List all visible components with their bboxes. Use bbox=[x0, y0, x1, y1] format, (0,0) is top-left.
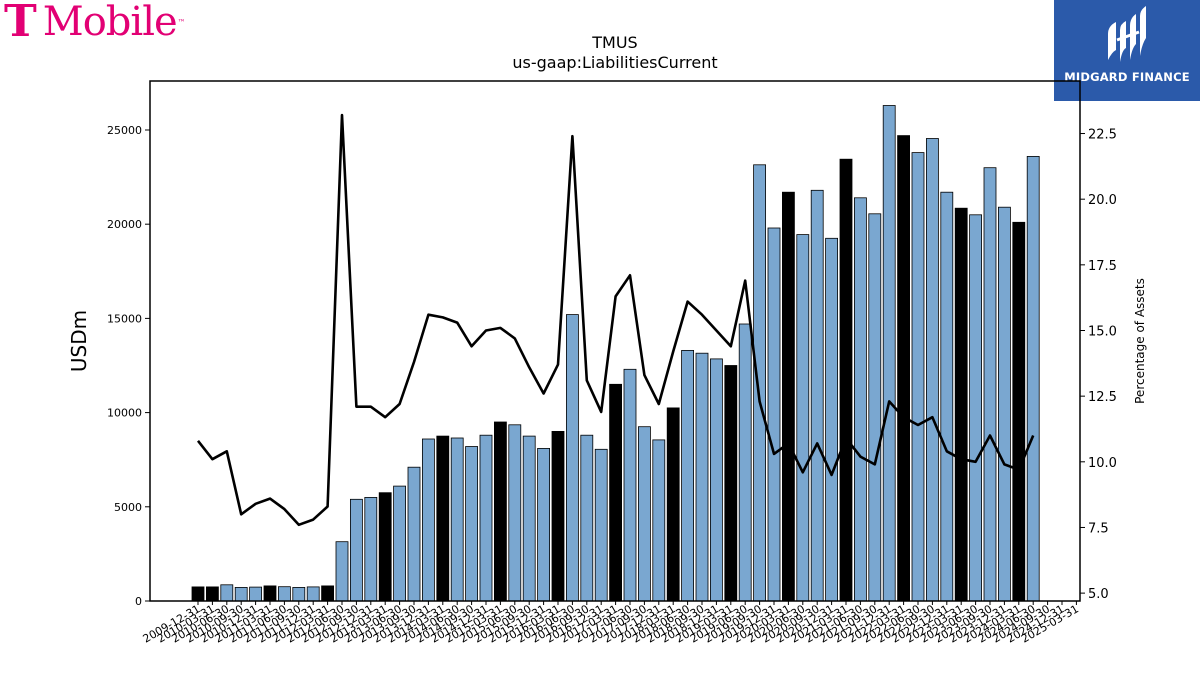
bar-2023-03-31 bbox=[954, 207, 968, 602]
bar-2019-12-31 bbox=[767, 227, 781, 602]
bar-2019-09-30 bbox=[753, 164, 766, 602]
bar-2020-03-31 bbox=[782, 191, 795, 602]
bar-2015-06-30 bbox=[508, 424, 522, 602]
bar-2013-06-30 bbox=[393, 485, 407, 602]
bar-2014-12-31 bbox=[479, 434, 493, 602]
bar-2015-09-30 bbox=[522, 435, 536, 602]
bar-2010-06-30 bbox=[220, 584, 234, 602]
bar-2021-12-31 bbox=[882, 105, 896, 602]
y-tick-label: 25000 bbox=[107, 124, 142, 137]
bar-2016-09-30 bbox=[580, 434, 594, 602]
y2-tick-label: 20.0 bbox=[1088, 193, 1117, 208]
bar-2023-06-30 bbox=[969, 214, 982, 602]
trademark-symbol: ™ bbox=[177, 17, 186, 27]
bar-2017-12-31 bbox=[652, 439, 666, 602]
bar-2017-09-30 bbox=[638, 426, 651, 602]
bar-2019-06-30 bbox=[738, 323, 752, 602]
y-tick-label: 15000 bbox=[107, 312, 142, 325]
bar-2020-06-30 bbox=[796, 234, 810, 602]
y2-axis-ticks: 5.0 7.5 10.0 12.5 15.0 17.5 20.0 22.5 bbox=[1080, 128, 1117, 602]
y-tick-label: 10000 bbox=[107, 407, 142, 420]
bar-series bbox=[191, 105, 1040, 602]
bar-2011-12-31 bbox=[306, 586, 320, 602]
bar-2013-09-30 bbox=[407, 466, 421, 602]
bar-2020-09-30 bbox=[810, 189, 824, 602]
bar-2014-06-30 bbox=[450, 437, 464, 602]
brand-name: Mobile bbox=[42, 0, 178, 45]
bar-2020-12-31 bbox=[825, 237, 838, 602]
bar-2009-12-31 bbox=[191, 586, 205, 602]
y2-tick-label: 10.0 bbox=[1088, 456, 1117, 471]
bar-2021-06-30 bbox=[854, 197, 867, 602]
bar-2023-12-31 bbox=[998, 206, 1011, 602]
y2-tick-label: 12.5 bbox=[1088, 390, 1117, 405]
bar-2016-03-31 bbox=[551, 430, 565, 602]
bar-2013-03-31 bbox=[378, 492, 392, 602]
y2-axis-label: Percentage of Assets bbox=[1133, 278, 1147, 404]
y-tick-label: 5000 bbox=[114, 501, 142, 514]
midgard-finance-name: MIDGARD FINANCE bbox=[1064, 70, 1190, 84]
chart-title: TMUS bbox=[591, 33, 637, 52]
y-axis-ticks: 0 5000 10000 15000 20000 25000 bbox=[107, 124, 150, 608]
bar-2016-12-31 bbox=[594, 448, 608, 602]
bar-2022-09-30 bbox=[926, 138, 939, 602]
bar-2022-06-30 bbox=[911, 152, 925, 602]
bar-2012-03-31 bbox=[321, 585, 335, 602]
bar-2018-12-31 bbox=[710, 358, 723, 602]
y2-tick-label: 7.5 bbox=[1088, 521, 1109, 536]
y-tick-label: 20000 bbox=[107, 218, 142, 231]
chart-subtitle: us-gaap:LiabilitiesCurrent bbox=[512, 53, 717, 72]
bar-2022-12-31 bbox=[940, 191, 954, 602]
bar-2018-03-31 bbox=[666, 407, 680, 602]
bar-2014-03-31 bbox=[436, 435, 450, 602]
bar-2010-12-31 bbox=[249, 586, 263, 602]
bar-2010-09-30 bbox=[234, 587, 248, 602]
bar-2018-09-30 bbox=[695, 352, 709, 602]
bar-2017-06-30 bbox=[623, 368, 637, 602]
bar-2011-06-30 bbox=[277, 586, 291, 602]
y2-tick-label: 17.5 bbox=[1088, 259, 1117, 274]
plot-frame bbox=[149, 80, 1081, 602]
bar-2013-12-31 bbox=[421, 438, 435, 602]
bar-2011-09-30 bbox=[292, 587, 306, 602]
bar-2019-03-31 bbox=[724, 365, 738, 602]
bar-2023-09-30 bbox=[983, 167, 997, 602]
y2-tick-label: 15.0 bbox=[1088, 324, 1117, 339]
bar-2021-09-30 bbox=[868, 213, 882, 602]
bar-2014-09-30 bbox=[465, 446, 479, 602]
y2-tick-label: 22.5 bbox=[1088, 128, 1117, 143]
bar-2018-06-30 bbox=[681, 349, 694, 602]
midgard-finance-logo: MIDGARD FINANCE bbox=[1054, 0, 1200, 101]
percentage-line bbox=[196, 113, 1035, 527]
y2-tick-label: 5.0 bbox=[1088, 587, 1109, 602]
bar-2017-03-31 bbox=[609, 383, 622, 602]
bar-2012-09-30 bbox=[349, 498, 363, 602]
bar-2010-03-31 bbox=[205, 586, 219, 602]
x-axis-ticks: 2009-12-312010-03-312010-06-302010-09-30… bbox=[141, 601, 1081, 646]
bar-2016-06-30 bbox=[566, 314, 579, 602]
midgard-emblem-icon bbox=[1108, 6, 1146, 62]
line-series bbox=[196, 113, 1035, 527]
bar-2012-06-30 bbox=[335, 541, 349, 602]
bar-2021-03-31 bbox=[839, 158, 853, 602]
bar-2022-03-31 bbox=[897, 135, 910, 602]
bar-2012-12-31 bbox=[364, 496, 378, 602]
y-tick-label: 0 bbox=[135, 595, 142, 608]
bar-2024-03-31 bbox=[1012, 221, 1026, 602]
bar-2024-06-30 bbox=[1026, 155, 1040, 602]
tmobile-logo: T Mobile ™ bbox=[4, 0, 186, 44]
bar-2015-03-31 bbox=[493, 421, 507, 602]
y-axis-label: USDm bbox=[67, 310, 91, 372]
bar-2015-12-31 bbox=[537, 447, 550, 602]
t-logo-mark: T bbox=[4, 0, 37, 47]
bar-2011-03-31 bbox=[263, 585, 277, 602]
